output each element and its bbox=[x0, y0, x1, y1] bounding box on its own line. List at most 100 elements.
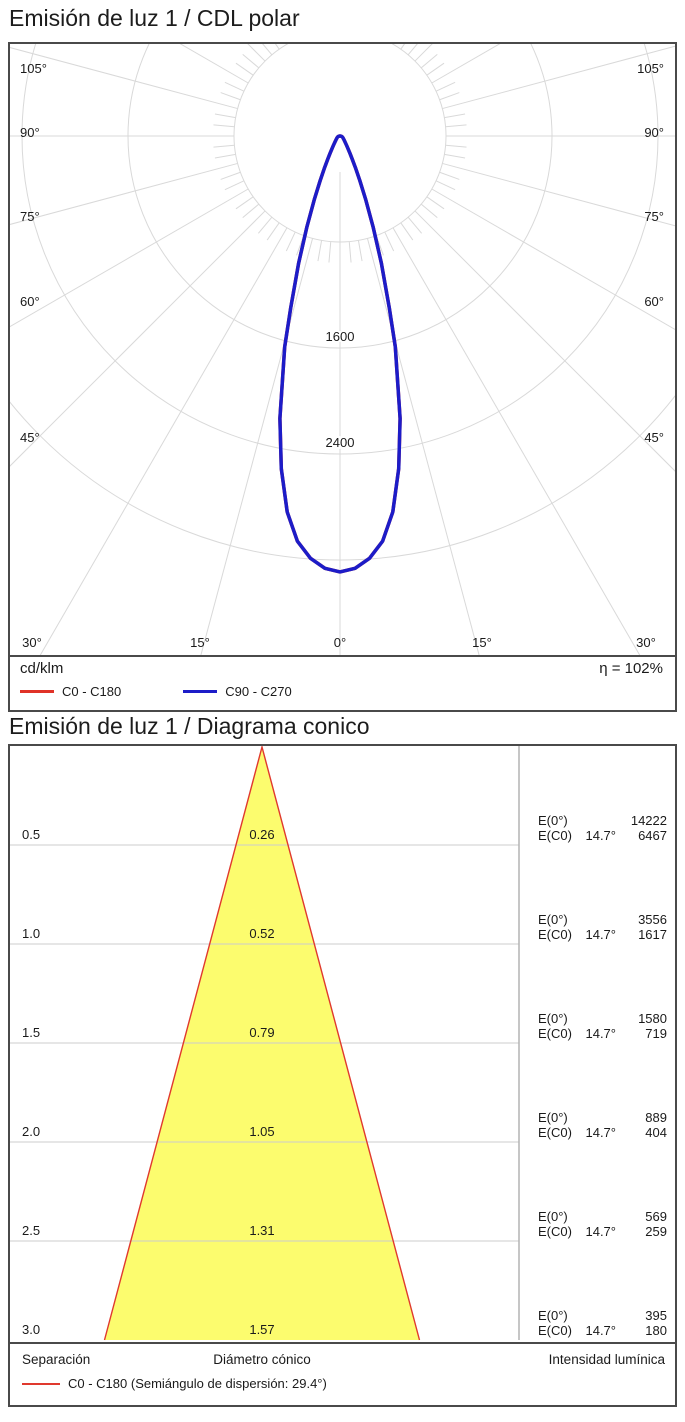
polar-grid-minor-tick bbox=[420, 53, 438, 69]
ec0-label: E(C0) bbox=[538, 828, 572, 843]
polar-grid-minor-tick bbox=[266, 222, 280, 241]
angle-label-left: 60° bbox=[20, 294, 40, 309]
c90-c270-line-swatch bbox=[183, 690, 218, 693]
cone-diameter-value: 1.05 bbox=[249, 1124, 274, 1139]
angle-label-left: 75° bbox=[20, 209, 40, 224]
angle-label-right: 45° bbox=[644, 430, 664, 445]
polar-grid-minor-tick bbox=[285, 231, 296, 252]
cone-separation-value: 2.5 bbox=[22, 1223, 40, 1238]
polar-grid-minor-tick bbox=[444, 113, 466, 119]
ec0-value: 180 bbox=[645, 1323, 667, 1338]
e0-label: E(0°) bbox=[538, 1308, 568, 1323]
c0-c180-line-swatch bbox=[20, 690, 54, 693]
e0-value: 14222 bbox=[631, 813, 667, 828]
intensity-column-label: Intensidad lumínica bbox=[548, 1352, 665, 1367]
ec0-value: 1617 bbox=[638, 927, 667, 942]
cone-chart-title: Emisión de luz 1 / Diagrama conico bbox=[9, 713, 370, 739]
polar-grid-radial-line bbox=[442, 162, 685, 229]
polar-grid-minor-tick bbox=[242, 203, 260, 219]
separation-column-label: Separación bbox=[22, 1352, 91, 1367]
polar-legend-top-row: cd/klm η = 102% bbox=[20, 660, 663, 677]
ec0-value: 719 bbox=[645, 1026, 667, 1041]
polar-grid-minor-tick bbox=[426, 196, 445, 210]
polar-grid-ring bbox=[0, 381, 685, 561]
polar-grid-minor-tick bbox=[317, 240, 323, 262]
angle-label-right: 60° bbox=[644, 294, 664, 309]
cone-diameter-value: 0.26 bbox=[249, 827, 274, 842]
ec0-value: 6467 bbox=[638, 828, 667, 843]
e0-value: 395 bbox=[645, 1308, 667, 1323]
cone-separation-value: 3.0 bbox=[22, 1322, 40, 1337]
e0-value: 1580 bbox=[638, 1011, 667, 1026]
polar-grid-minor-tick bbox=[439, 92, 460, 101]
angle-label-bottom: 30° bbox=[22, 635, 42, 650]
cone-separation-value: 2.0 bbox=[22, 1124, 40, 1139]
polar-grid-minor-tick bbox=[439, 171, 460, 180]
polar-grid-minor-tick bbox=[400, 222, 414, 241]
polar-grid-minor-tick bbox=[445, 144, 467, 148]
e0-value: 569 bbox=[645, 1209, 667, 1224]
angle-label-bottom: 15° bbox=[190, 635, 210, 650]
polar-grid-minor-tick bbox=[235, 196, 254, 210]
polar-chart-box: 1600 2400 105° 105° 90° 90° 75° 75° 60° 60° 45° 45°… bbox=[0, 0, 685, 1036]
cone-plot-area: 0.5 0.26 E(0°) 14222 E(C0) 14.7° 6467 1.0 0.52 E(… bbox=[10, 746, 675, 1344]
angle-label-bottom: 30° bbox=[636, 635, 656, 650]
c90-c270-legend-label: C90 - C270 bbox=[225, 684, 292, 699]
polar-grid-minor-tick bbox=[407, 38, 423, 56]
angle-label-left: 90° bbox=[20, 125, 40, 140]
e0-value: 889 bbox=[645, 1110, 667, 1125]
polar-grid-minor-tick bbox=[213, 144, 235, 148]
polar-grid-minor-tick bbox=[348, 241, 352, 263]
efficiency-label: η = 102% bbox=[599, 660, 663, 677]
cone-separation-value: 1.0 bbox=[22, 926, 40, 941]
cone-diameter-value: 0.52 bbox=[249, 926, 274, 941]
polar-curve-c90-c270 bbox=[278, 134, 402, 574]
ec0-angle-value: 14.7° bbox=[585, 1224, 616, 1239]
radial-tick-label: 1600 bbox=[326, 329, 355, 344]
polar-grid-radial-line bbox=[0, 227, 288, 726]
ec0-label: E(C0) bbox=[538, 927, 572, 942]
polar-grid-minor-tick bbox=[407, 216, 423, 234]
cone-edge-line bbox=[103, 746, 421, 1341]
polar-grid-radial-line bbox=[414, 210, 685, 482]
cone-svg: 0.5 0.26 E(0°) 14222 E(C0) 14.7° 6467 1.0 0.52 E(… bbox=[10, 746, 667, 1341]
cone-diameter-value: 1.31 bbox=[249, 1223, 274, 1238]
cone-footer-columns: Separación Diámetro cónico Intensidad lu… bbox=[10, 1344, 675, 1367]
ec0-angle-value: 14.7° bbox=[585, 927, 616, 942]
polar-grid-minor-tick bbox=[435, 81, 456, 92]
polar-legend-items: C0 - C180 C90 - C270 bbox=[20, 684, 292, 699]
polar-grid-minor-tick bbox=[224, 81, 245, 92]
angle-label-bottom: 15° bbox=[472, 635, 492, 650]
ec0-angle-value: 14.7° bbox=[585, 1125, 616, 1140]
polar-grid-radial-line bbox=[0, 210, 266, 477]
polar-grid-minor-tick bbox=[445, 124, 467, 128]
polar-grid-minor-tick bbox=[242, 53, 260, 69]
polar-grid-minor-tick bbox=[214, 113, 236, 119]
polar-grid-radial-line bbox=[392, 227, 685, 735]
polar-grid-radial-line bbox=[0, 188, 249, 333]
e0-value: 3556 bbox=[638, 912, 667, 927]
ec0-label: E(C0) bbox=[538, 1125, 572, 1140]
polar-grid-minor-tick bbox=[400, 31, 414, 50]
polar-grid-minor-tick bbox=[220, 92, 241, 101]
polar-grid-radial-line bbox=[0, 44, 238, 110]
angle-label-right: 90° bbox=[644, 125, 664, 140]
polar-grid-minor-tick bbox=[266, 31, 280, 50]
polar-grid-minor-tick bbox=[214, 153, 236, 159]
polar-grid-minor-tick bbox=[435, 180, 456, 191]
cone-diameter-value: 1.57 bbox=[249, 1322, 274, 1337]
diameter-column-label: Diámetro cónico bbox=[213, 1352, 311, 1367]
ec0-angle-value: 14.7° bbox=[585, 828, 616, 843]
polar-grid-minor-tick bbox=[426, 62, 445, 76]
cone-legend-label: C0 - C180 (Semiángulo de dispersión: 29.… bbox=[68, 1376, 327, 1391]
polar-grid-minor-tick bbox=[384, 231, 395, 252]
ec0-angle-value: 14.7° bbox=[585, 1026, 616, 1041]
polar-grid-minor-tick bbox=[444, 153, 466, 159]
ec0-label: E(C0) bbox=[538, 1323, 572, 1338]
e0-label: E(0°) bbox=[538, 912, 568, 927]
radial-tick-label: 2400 bbox=[326, 435, 355, 450]
polar-grid-radial-line bbox=[203, 0, 266, 62]
polar-unit-label: cd/klm bbox=[20, 660, 64, 677]
angle-label-bottom: 0° bbox=[334, 635, 346, 650]
ec0-value: 404 bbox=[645, 1125, 667, 1140]
